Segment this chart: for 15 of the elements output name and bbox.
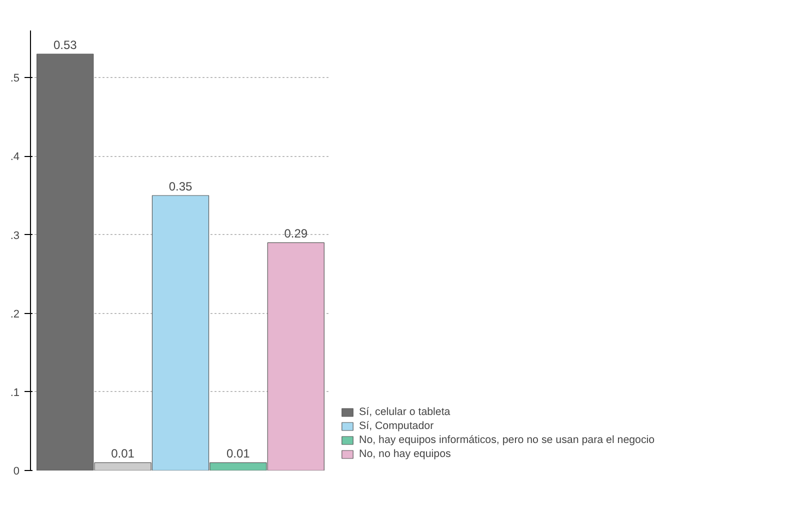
y-tick-label: .1 [10, 386, 20, 399]
y-tick-label: .2 [10, 308, 20, 320]
y-tick-label: .3 [10, 230, 20, 242]
legend-label: Sí, celular o tableta [359, 406, 450, 418]
data-label: 0.53 [53, 38, 78, 52]
legend-label: No, no hay equipos [359, 448, 451, 460]
data-label: 0.01 [226, 446, 250, 461]
legend-label: No, hay equipos informáticos, pero no se usan para el negocio [359, 434, 655, 446]
data-label: 0.35 [168, 180, 193, 194]
data-label: 0.01 [111, 446, 135, 461]
y-tick-label: .4 [10, 151, 20, 164]
y-tick-label: .5 [10, 72, 20, 85]
legend-label: Sí, Computador [359, 420, 434, 432]
y-tick-label: 0 [13, 466, 20, 478]
data-label: 0.29 [284, 226, 308, 241]
